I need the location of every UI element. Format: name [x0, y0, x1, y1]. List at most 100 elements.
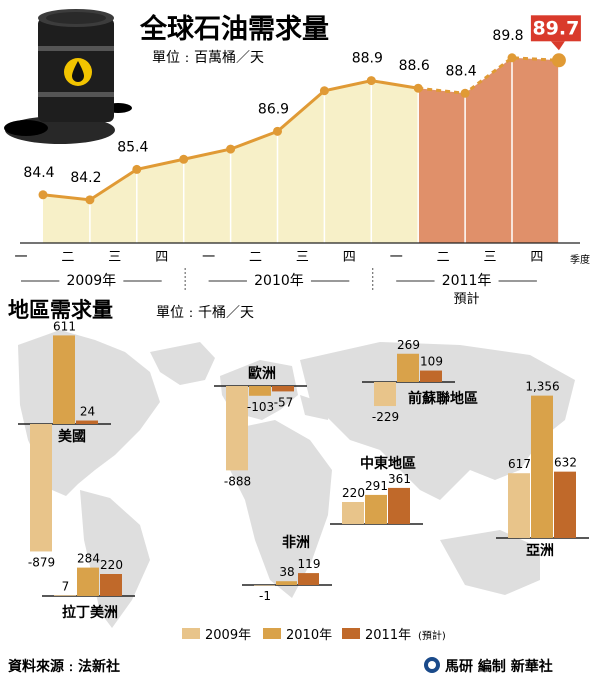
oil-barrel-icon	[4, 9, 132, 144]
data-point	[179, 154, 189, 164]
region-bar	[53, 335, 75, 424]
data-point	[319, 86, 329, 96]
region-bar	[554, 471, 576, 538]
region-bar-value: 291	[365, 479, 388, 493]
credit-text: 馬研 編制 新華社	[445, 658, 553, 675]
region-bar-value: 1,356	[525, 380, 559, 394]
year-label-bg	[246, 270, 311, 288]
data-label: 86.9	[258, 101, 289, 117]
region-bar-value: 24	[80, 405, 95, 419]
region-name: 非洲	[282, 534, 310, 551]
x-axis-label: 季度	[570, 253, 590, 266]
region-bar-value: 617	[508, 457, 531, 471]
data-point	[273, 126, 282, 136]
region-bar	[388, 487, 410, 524]
x-tick-label: 一	[14, 250, 27, 265]
data-point	[366, 76, 376, 86]
data-label: 88.9	[352, 51, 383, 67]
forecast-label: 預計	[454, 291, 480, 307]
highlight-pointer	[550, 41, 565, 51]
section2-title: 地區需求量	[8, 298, 113, 322]
region-bar-value: 7	[62, 579, 70, 593]
region-bar	[276, 581, 297, 585]
highlight-box	[530, 15, 581, 42]
region-bar	[397, 353, 419, 382]
region-bar	[226, 386, 248, 471]
year-label: 2011年	[442, 273, 492, 289]
region-bar-value: -879	[28, 555, 55, 569]
legend-label-2009: 2009年	[205, 628, 251, 643]
region-bar-value: 611	[53, 319, 76, 333]
data-point	[507, 53, 517, 63]
year-label: 2010年	[254, 273, 304, 289]
source-text: 資料來源﹕法新社	[8, 658, 120, 675]
section2-unit: 單位﹕千桶／天	[156, 305, 254, 321]
region-bar-value: 269	[397, 338, 420, 352]
region-bar	[420, 370, 442, 382]
data-point	[226, 144, 236, 154]
area-forecast	[418, 57, 559, 244]
data-label: 88.6	[399, 58, 430, 74]
series-line-forecast	[418, 56, 559, 95]
data-point	[460, 88, 470, 98]
year-label-bg	[59, 270, 124, 288]
legend: 2009年 2010年 2011年 (預計)	[182, 628, 446, 643]
region-bar-value: 361	[388, 472, 411, 486]
data-label: 89.7	[532, 17, 579, 39]
region-bar-value: 119	[298, 557, 321, 571]
legend-swatch-2010	[263, 628, 281, 639]
region-bar-value: 220	[100, 558, 123, 572]
region-bar	[374, 382, 396, 407]
x-tick-label: 四	[343, 250, 356, 265]
x-tick-label: 四	[155, 250, 168, 265]
region-group: 7 284 220 拉丁美洲	[42, 552, 135, 621]
data-point	[413, 83, 423, 93]
legend-label-2011: 2011年	[365, 628, 411, 643]
region-name: 前蘇聯地區	[408, 390, 478, 407]
region-bar-value: -103	[247, 400, 274, 414]
legend-label-2010: 2010年	[286, 628, 332, 643]
region-bar	[100, 574, 122, 596]
world-map	[18, 330, 575, 628]
region-group: -1 38 119 非洲	[242, 534, 332, 603]
region-bar-value: -229	[372, 410, 399, 424]
xinhua-logo-icon	[424, 657, 440, 673]
region-group: 617 1,356 632 亞洲	[496, 380, 589, 559]
region-bar-value: 38	[279, 565, 294, 579]
region-bar	[76, 420, 98, 424]
region-group: -888 -103 -57 歐洲	[214, 365, 307, 488]
x-tick-label: 二	[61, 250, 74, 265]
region-bar	[30, 424, 52, 552]
data-label: 88.4	[446, 63, 477, 79]
year-label: 2009年	[67, 273, 117, 289]
region-group: -879 611 24 美國	[18, 319, 111, 569]
region-bar	[531, 395, 553, 538]
region-bar	[508, 473, 530, 538]
region-bar-value: -888	[224, 474, 251, 488]
data-point	[38, 190, 48, 200]
x-tick-label: 一	[390, 250, 403, 265]
x-tick-label: 二	[437, 250, 450, 265]
global-demand-chart: 84.4 84.2 85.4 86.9 88.9 88.6 88.4 89.8 89.7 一 二 三 四…	[14, 15, 590, 307]
region-bar-value: 109	[420, 355, 443, 369]
data-point	[132, 164, 142, 174]
region-bar	[77, 567, 99, 596]
region-name: 美國	[58, 428, 86, 445]
region-bar-value: -57	[274, 395, 294, 409]
year-label-bg	[434, 270, 499, 288]
legend-swatch-2011	[342, 628, 360, 639]
data-label: 85.4	[117, 139, 148, 155]
region-bar	[298, 573, 319, 585]
data-label: 84.4	[23, 165, 54, 181]
region-bar	[365, 494, 387, 524]
region-bar-value: 284	[77, 552, 100, 566]
data-point	[551, 53, 566, 68]
x-tick-label: 三	[483, 250, 496, 265]
chart-title: 全球石油需求量	[139, 13, 329, 45]
chart-unit: 單位﹕百萬桶／天	[152, 50, 264, 66]
region-name: 拉丁美洲	[62, 604, 118, 621]
legend-swatch-2009	[182, 628, 200, 639]
x-tick-label: 三	[296, 250, 309, 265]
